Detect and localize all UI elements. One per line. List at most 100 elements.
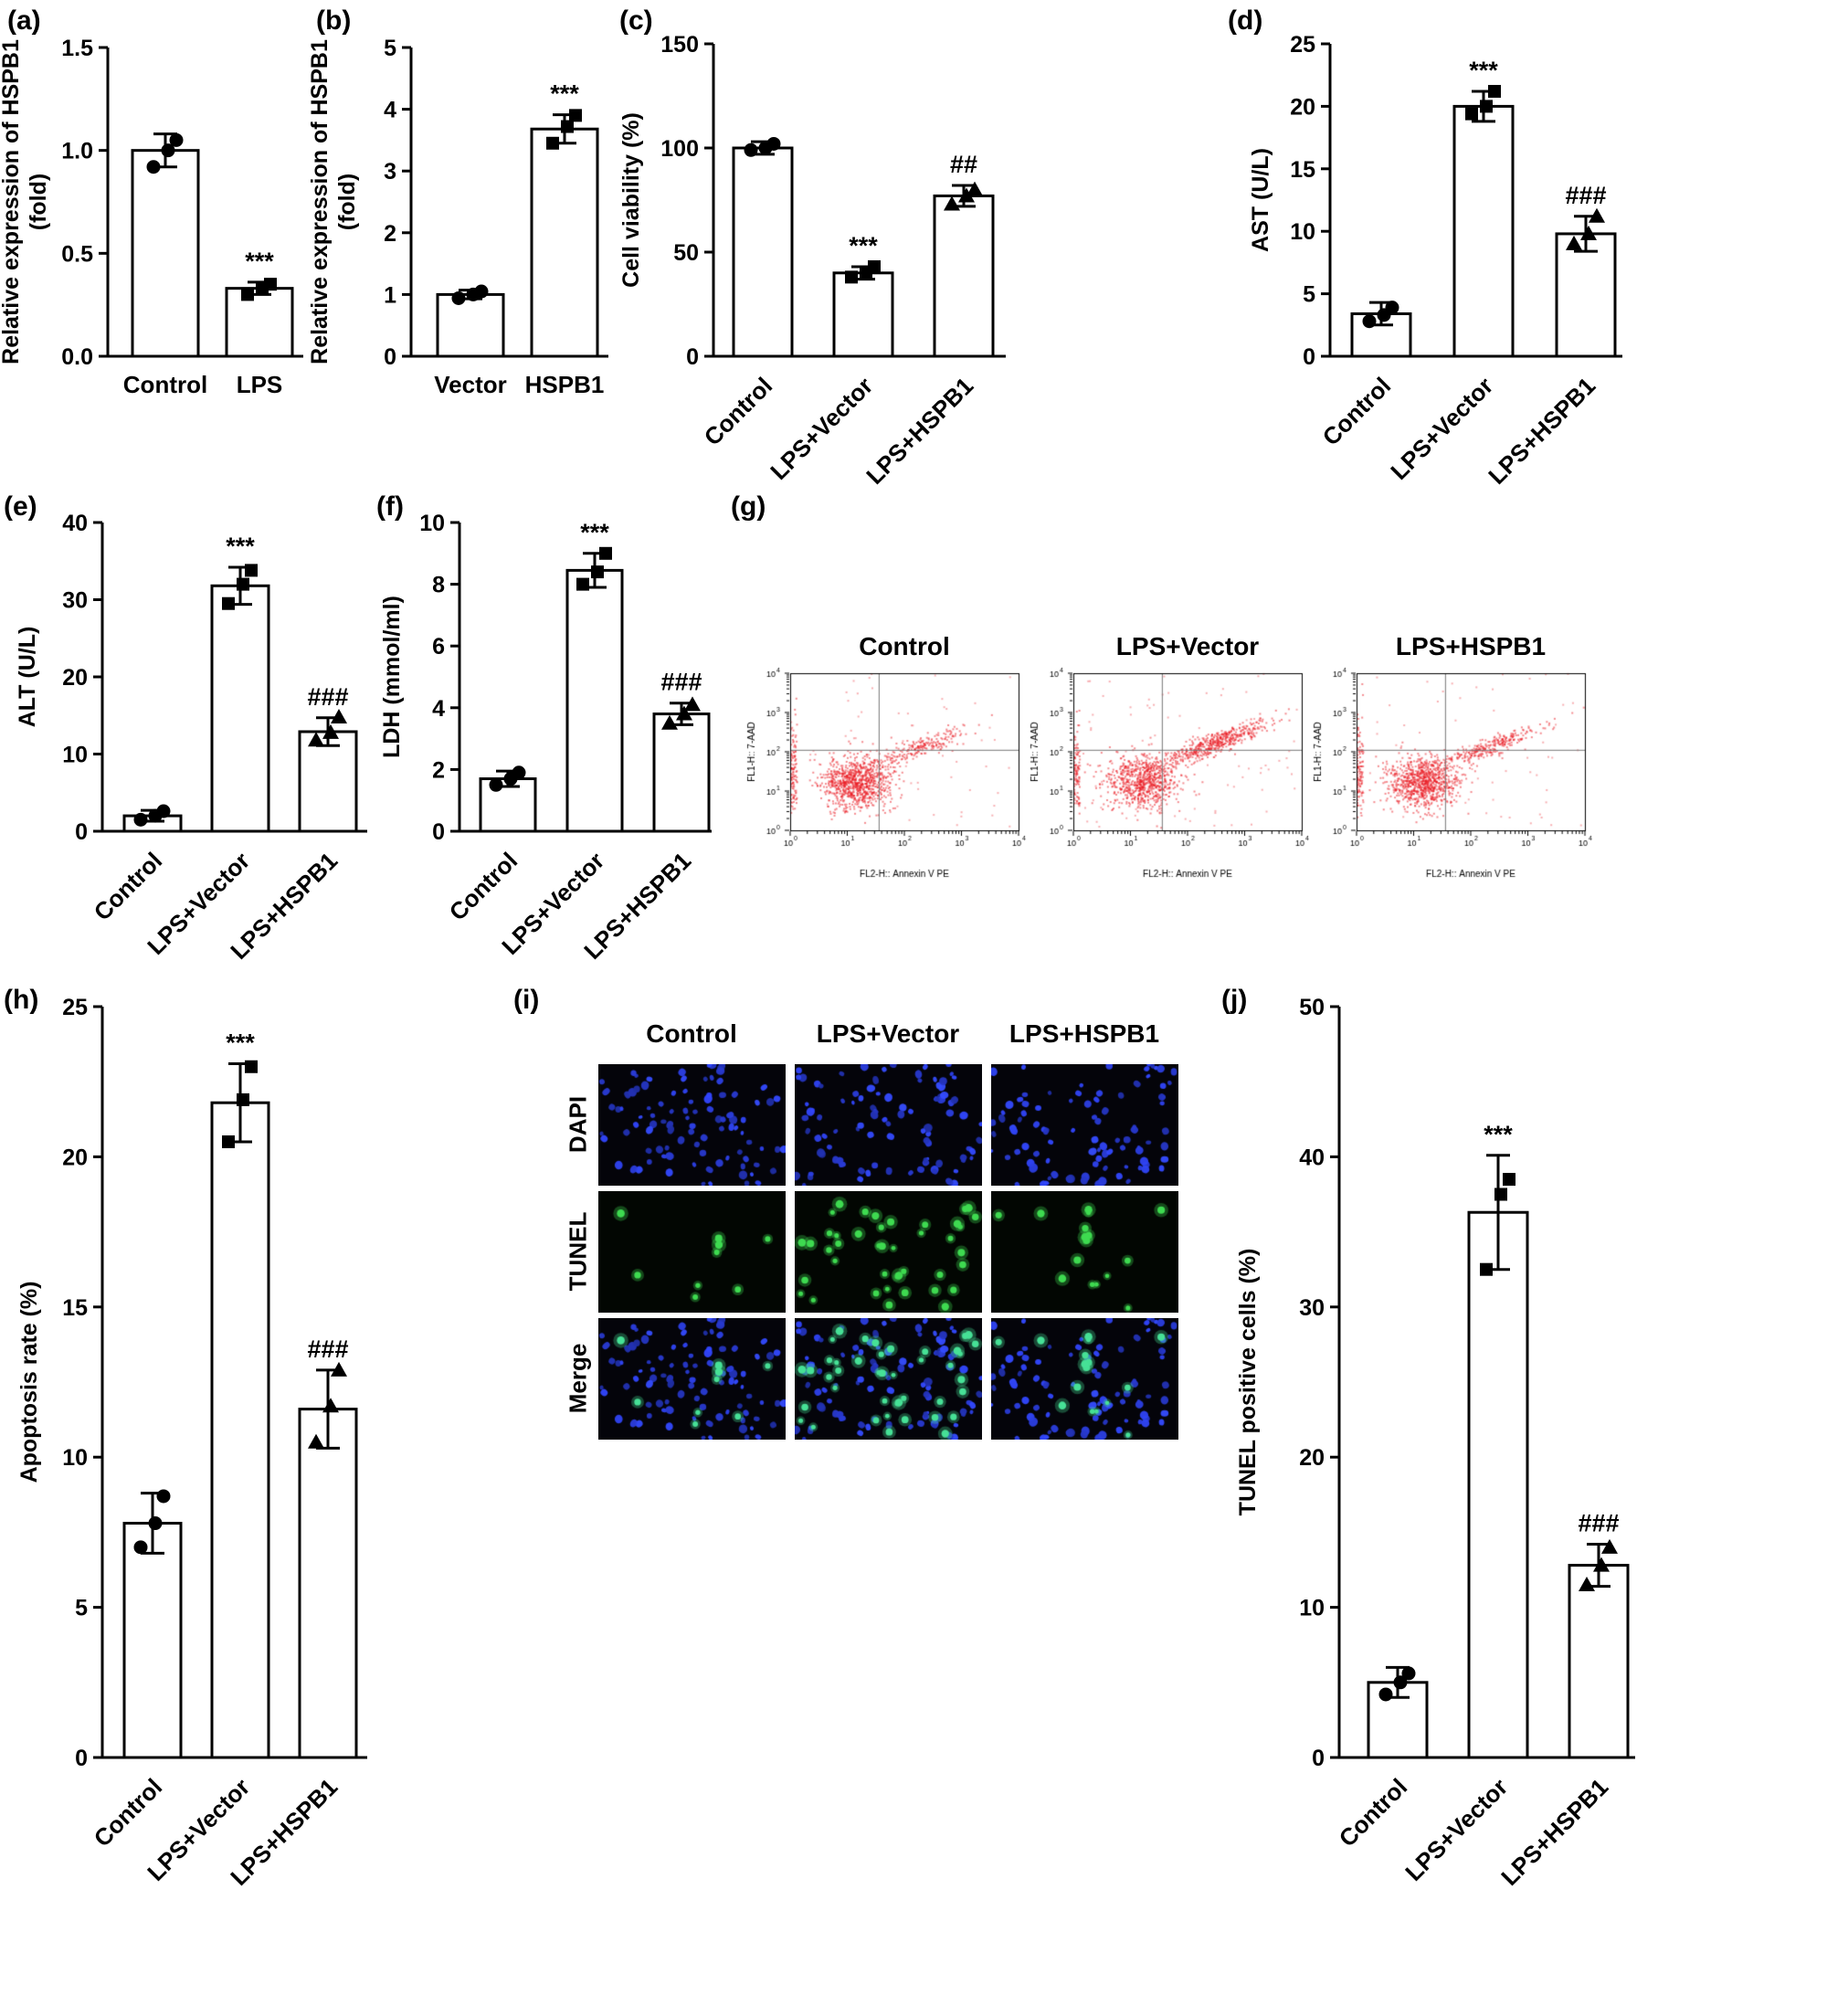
data-point-circle	[169, 132, 184, 147]
y-tick-label: 0.0	[61, 344, 93, 370]
data-point-square	[237, 577, 249, 591]
data-point-triangle	[308, 732, 324, 747]
data-point-circle	[161, 143, 175, 158]
panel-label-e: (e)	[4, 491, 37, 522]
data-point-circle	[133, 812, 148, 827]
y-tick-label: 15	[62, 1295, 88, 1321]
significance-annotation: ###	[307, 683, 348, 711]
bar-chart-b-hspb1-overexpression: 0 1 2 3 4 5 Vector HSPB1 *** Relative expression …	[309, 0, 616, 470]
bar-lps-hspb1	[933, 194, 995, 358]
significance-annotation: ***	[226, 1029, 255, 1056]
x-category-label: LPS+Vector	[1385, 372, 1498, 485]
data-point-triangle	[331, 1361, 347, 1377]
data-point-square	[245, 564, 258, 577]
x-category-label: LPS	[237, 371, 283, 398]
y-tick-label: 10	[1290, 219, 1315, 245]
data-point-circle	[133, 1540, 148, 1555]
bar-lps-vector	[210, 1101, 270, 1759]
x-category-label: Vector	[434, 371, 507, 398]
panel-label-h: (h)	[4, 985, 39, 1015]
y-tick-label: 5	[1303, 282, 1315, 308]
data-point-circle	[148, 1516, 163, 1531]
y-tick-label: 1	[384, 282, 396, 308]
y-tick-label: 0	[75, 819, 88, 845]
data-point-square	[546, 136, 559, 150]
y-tick-label: 40	[1299, 1145, 1325, 1170]
micro-image-tunel-control	[598, 1191, 786, 1313]
microscopy-column-title-lps-vector: LPS+Vector	[816, 1019, 960, 1048]
x-category-label: Control	[89, 847, 168, 926]
significance-annotation: ***	[245, 248, 274, 275]
y-tick-label: 10	[419, 511, 445, 536]
y-tick-label: 0	[75, 1746, 88, 1771]
data-point-triangle	[676, 705, 692, 721]
y-tick-label: 10	[1299, 1596, 1325, 1621]
bar-lps-hspb1	[1568, 1564, 1630, 1759]
significance-annotation: ***	[1469, 57, 1498, 84]
x-category-label: Control	[699, 372, 778, 451]
significance-annotation: ***	[226, 533, 255, 560]
bar-control	[131, 149, 200, 358]
y-tick-label: 25	[1290, 32, 1315, 58]
x-category-label: LPS+Vector	[765, 372, 878, 485]
y-tick-label: 5	[384, 36, 396, 61]
bar-chart-h-apoptosis-rate: 0 5 10 15 20 25 Control LPS+Vector LPS+HSPB1 *** #…	[0, 979, 393, 2013]
bar-vector	[436, 292, 505, 358]
data-point-circle	[489, 777, 503, 792]
y-axis-label: Relative expression of HSPB1	[309, 39, 333, 364]
bar-lps-vector	[565, 568, 624, 833]
y-tick-label: 0	[432, 819, 445, 845]
y-tick-label: 50	[673, 240, 699, 266]
y-tick-label: 2	[384, 221, 396, 247]
panel-label-i: (i)	[513, 985, 540, 1015]
data-point-triangle	[1601, 1538, 1618, 1554]
bar-lps	[225, 287, 294, 358]
y-tick-label: 2	[432, 757, 445, 783]
y-tick-label: 3	[384, 159, 396, 185]
micro-image-dapi-control	[598, 1064, 786, 1186]
tunel-microscopy-panel: Control LPS+Vector LPS+HSPB1 DAPI TUNEL …	[384, 979, 1215, 1491]
microscopy-row-label-merge: Merge	[564, 1343, 592, 1414]
data-point-square	[1503, 1173, 1515, 1187]
bar-lps-hspb1	[652, 712, 711, 833]
y-tick-label: 10	[62, 743, 88, 768]
x-category-label: LPS+Vector	[1399, 1773, 1513, 1886]
microscopy-row-label-dapi: DAPI	[564, 1095, 592, 1154]
x-category-label: Control	[444, 847, 523, 926]
micro-image-dapi-lps-hspb1	[991, 1064, 1178, 1186]
bar-lps-vector	[1452, 104, 1515, 358]
significance-annotation: ##	[950, 151, 977, 178]
panel-label-d: (d)	[1228, 5, 1263, 36]
y-tick-label: 150	[660, 32, 699, 58]
significance-annotation: ###	[307, 1335, 348, 1363]
micro-image-dapi-lps-vector	[795, 1064, 982, 1186]
flow-scatter-lps-vector	[1028, 664, 1311, 883]
y-tick-label: 0.5	[61, 241, 93, 267]
microscopy-column-title-control: Control	[646, 1019, 737, 1048]
chart-b-svg: 0 1 2 3 4 5 Vector HSPB1 *** Relative expression …	[309, 36, 608, 398]
y-tick-label: 20	[62, 665, 88, 691]
bar-lps-vector	[210, 584, 270, 833]
data-point-circle	[1362, 314, 1377, 329]
flow-scatter-lps-hspb1	[1311, 664, 1594, 883]
y-tick-label: 15	[1290, 157, 1315, 183]
data-point-triangle	[944, 195, 960, 211]
y-tick-label: 1.5	[61, 36, 93, 61]
data-point-square	[1480, 1262, 1493, 1276]
data-point-circle	[156, 1489, 171, 1504]
y-tick-label: 10	[62, 1445, 88, 1471]
significance-annotation: ***	[849, 232, 878, 259]
y-tick-label: 5	[75, 1596, 88, 1621]
x-category-label: HSPB1	[525, 371, 605, 398]
x-category-label: LPS+HSPB1	[861, 372, 978, 490]
data-point-triangle	[1580, 225, 1597, 240]
y-tick-label: 0	[384, 344, 396, 370]
y-tick-label: 0	[1303, 344, 1315, 370]
panel-label-g: (g)	[731, 491, 766, 522]
significance-annotation: ***	[1484, 1121, 1513, 1148]
x-category-label: Control	[89, 1773, 168, 1852]
y-axis-label: Apoptosis rate (%)	[16, 1282, 42, 1483]
data-point-square	[264, 278, 277, 291]
